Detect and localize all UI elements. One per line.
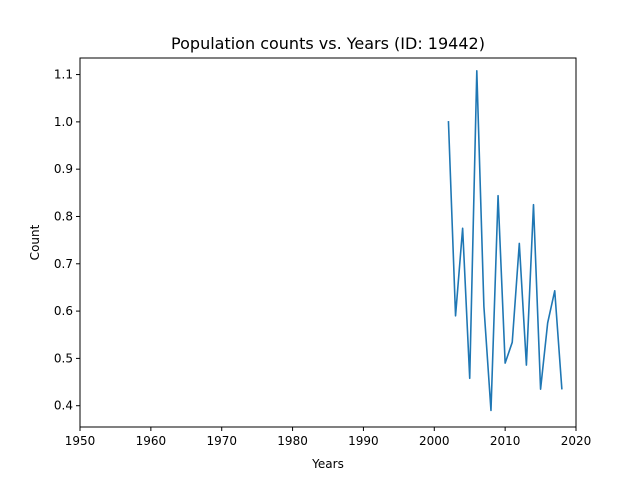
- y-tick-label: 0.6: [54, 304, 73, 318]
- y-tick-label: 0.9: [54, 162, 73, 176]
- x-tick-label: 1990: [348, 434, 379, 448]
- x-axis: 1950 1960 1970 1980 1990 2000 2010 2020: [65, 427, 592, 448]
- y-tick-label: 0.8: [54, 209, 73, 223]
- y-tick-label: 1.0: [54, 115, 73, 129]
- plot-frame: [79, 57, 577, 428]
- y-axis-label: Count: [28, 224, 42, 260]
- y-tick-label: 0.4: [54, 399, 73, 413]
- x-axis-label: Years: [311, 457, 344, 471]
- x-tick-label: 2010: [490, 434, 521, 448]
- x-tick-label: 2000: [419, 434, 450, 448]
- y-tick-label: 0.7: [54, 257, 73, 271]
- y-tick-label: 0.5: [54, 351, 73, 365]
- x-tick-label: 1960: [136, 434, 167, 448]
- x-tick-label: 1970: [206, 434, 237, 448]
- y-tick-label: 1.1: [54, 68, 73, 82]
- plot-area: [447, 69, 563, 412]
- chart-title: Population counts vs. Years (ID: 19442): [171, 34, 485, 53]
- y-axis: 0.4 0.5 0.6 0.7 0.8 0.9 1.0 1.1: [54, 68, 80, 413]
- x-tick-label: 1950: [65, 434, 96, 448]
- series-line: [447, 69, 563, 412]
- x-tick-label: 2020: [561, 434, 592, 448]
- x-tick-label: 1980: [277, 434, 308, 448]
